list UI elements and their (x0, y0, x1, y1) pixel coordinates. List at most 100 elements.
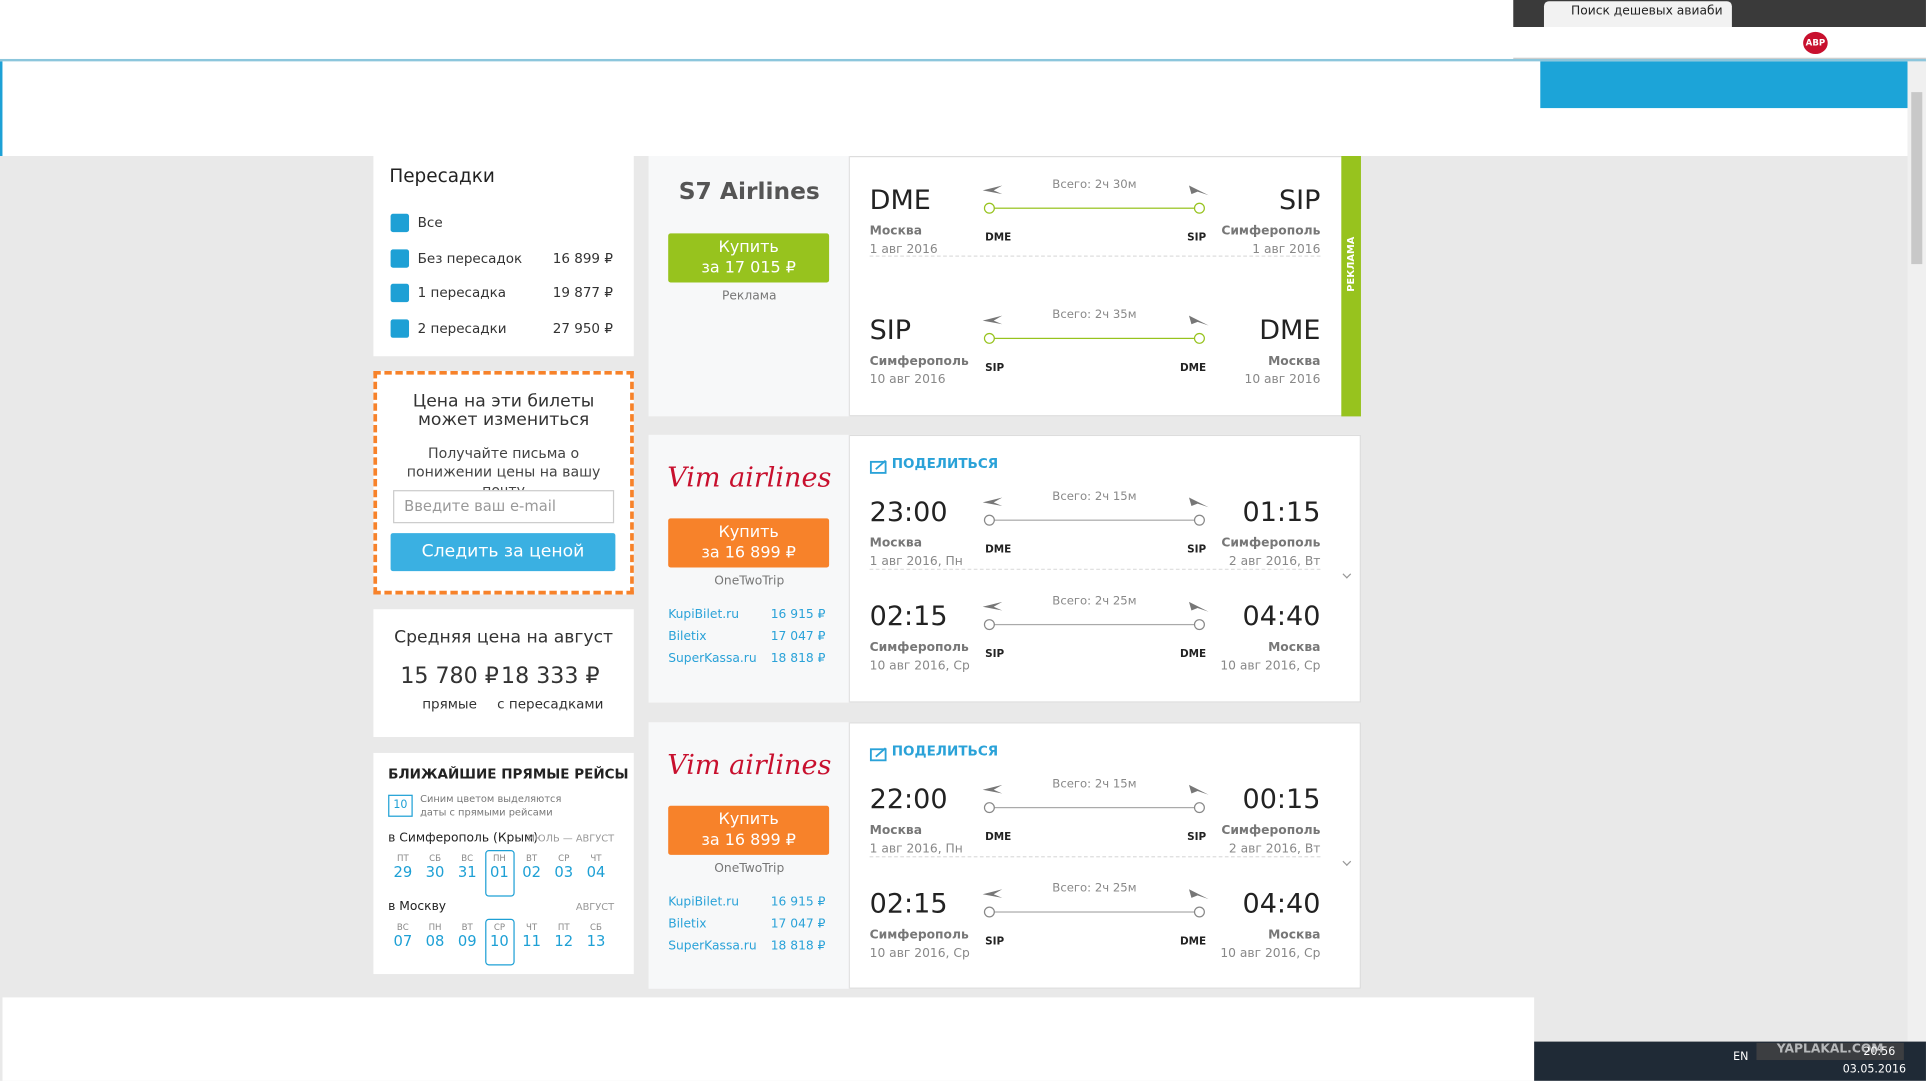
weekday: ЧТ (526, 922, 538, 933)
filter-option[interactable]: Все (417, 214, 443, 231)
day[interactable]: 09 (457, 932, 477, 950)
weekday: СБ (589, 922, 602, 933)
plane-icon (982, 881, 1003, 898)
leg-to-city: Москва (1268, 354, 1321, 369)
weekday: ПН (428, 922, 442, 933)
leg-from-city: Симферополь (869, 641, 969, 655)
route-line (990, 806, 1201, 809)
route-dot (983, 202, 995, 214)
buy-price[interactable]: за 16 899 ₽ (701, 544, 796, 563)
buy-price[interactable]: за 16 899 ₽ (701, 831, 796, 850)
leg-to-date: 10 авг 2016, Ср (1220, 659, 1321, 674)
buy-button[interactable] (668, 233, 830, 283)
offer-name[interactable]: KupiBilet.ru (668, 608, 740, 622)
average-title: Средняя цена на август (394, 627, 614, 648)
leg-from: SIP (869, 315, 912, 347)
checkbox[interactable] (390, 213, 410, 233)
leg-to-date: 10 авг 2016, Ср (1220, 947, 1321, 961)
plane-icon-svg (982, 889, 1003, 898)
filter-option[interactable]: Без пересадок (417, 249, 523, 266)
leg-to-city: Симферополь (1221, 824, 1321, 838)
email-input[interactable]: Введите ваш e-mail (393, 490, 615, 524)
weekday: ВТ (461, 922, 473, 933)
filter-option[interactable]: 1 пересадка (417, 284, 507, 301)
day[interactable]: 04 (586, 863, 606, 881)
watermark: YAPLAKAL.COM (1756, 1042, 1904, 1061)
leg-to: 04:40 (1242, 889, 1321, 920)
route-dot (983, 906, 995, 918)
day[interactable]: 31 (457, 863, 477, 881)
share-icon (869, 743, 890, 762)
day[interactable]: 10 (490, 932, 509, 950)
day[interactable]: 08 (425, 932, 445, 950)
route-months: ИЮЛЬ — АВГУСТ (527, 832, 615, 844)
day[interactable]: 03 (554, 863, 574, 881)
taskbar-time: 20:56 (1863, 1046, 1896, 1059)
dep-code: SIP (985, 648, 1005, 661)
offer-price[interactable]: 17 047 ₽ (770, 917, 826, 932)
plane-icon (1188, 310, 1209, 326)
offer-price[interactable]: 17 047 ₽ (770, 630, 826, 644)
offer-name[interactable]: KupiBilet.ru (668, 895, 740, 909)
plane-icon-svg (1188, 185, 1209, 196)
ticket-left (648, 434, 850, 703)
leg-to: SIP (1278, 185, 1321, 217)
arr-code: DME (1179, 935, 1207, 949)
offer-price[interactable]: 16 915 ₽ (770, 895, 826, 909)
buy-label[interactable]: Купить (718, 238, 779, 257)
day[interactable]: 29 (393, 863, 413, 881)
ticket-left (648, 155, 850, 417)
share-link[interactable]: ПОДЕЛИТЬСЯ (891, 743, 999, 760)
arr-code: DME (1179, 362, 1207, 375)
weekday: ПТ (557, 922, 570, 933)
offer-price[interactable]: 18 818 ₽ (770, 939, 826, 954)
filter-price: 27 950 ₽ (552, 319, 613, 336)
buy-button[interactable] (668, 518, 830, 568)
leg-from-date: 1 авг 2016, Пн (869, 555, 963, 569)
buy-price[interactable]: за 17 015 ₽ (701, 259, 796, 278)
ticket-left (648, 722, 850, 989)
leg-duration: Всего: 2ч 30м (1052, 178, 1137, 192)
leg-to-date: 2 авг 2016, Вт (1228, 555, 1321, 569)
alert-title: Цена на эти билеты может измениться (412, 391, 595, 430)
weekday: ВС (396, 922, 409, 933)
offer-price[interactable]: 16 915 ₽ (770, 608, 826, 622)
checkbox[interactable] (390, 318, 410, 338)
average-card (373, 609, 634, 737)
day[interactable]: 07 (393, 932, 413, 950)
offer-price[interactable]: 18 818 ₽ (770, 652, 826, 666)
footer (2, 997, 1535, 1081)
offer-name[interactable]: Biletix (668, 917, 707, 932)
leg-from-date: 10 авг 2016, Ср (869, 947, 970, 961)
taskbar-lang: EN (1733, 1051, 1749, 1064)
plane-icon-svg (1188, 315, 1209, 326)
buy-label[interactable]: Купить (718, 523, 779, 542)
share-link[interactable]: ПОДЕЛИТЬСЯ (891, 455, 999, 472)
offer-name[interactable]: SuperKassa.ru (668, 652, 757, 666)
checkbox[interactable] (390, 283, 410, 303)
checkbox[interactable] (390, 248, 410, 268)
route-dot (983, 514, 995, 526)
day[interactable]: 11 (522, 932, 541, 950)
follow-button[interactable]: Следить за ценой (390, 533, 616, 572)
plane-icon-svg (982, 185, 1003, 195)
day[interactable]: 13 (586, 932, 606, 950)
filters-title: Пересадки (389, 164, 495, 187)
taskbar-date: 03.05.2016 (1842, 1063, 1907, 1076)
buy-button[interactable] (668, 805, 830, 855)
filter-option[interactable]: 2 пересадки (417, 319, 507, 336)
day[interactable]: 12 (554, 932, 574, 950)
buy-label[interactable]: Купить (718, 810, 779, 830)
selected-day (484, 918, 515, 966)
day[interactable]: 02 (522, 863, 541, 881)
average-label: прямые (422, 696, 477, 713)
offer-name[interactable]: SuperKassa.ru (668, 939, 757, 954)
tab-title[interactable]: Поиск дешевых авиаби (1570, 4, 1723, 19)
day[interactable]: 30 (425, 863, 445, 881)
leg-from: 02:15 (869, 601, 948, 633)
scroll-thumb (1911, 92, 1923, 265)
route-line (990, 207, 1201, 209)
offer-name[interactable]: Biletix (668, 630, 707, 644)
day[interactable]: 01 (490, 863, 509, 881)
